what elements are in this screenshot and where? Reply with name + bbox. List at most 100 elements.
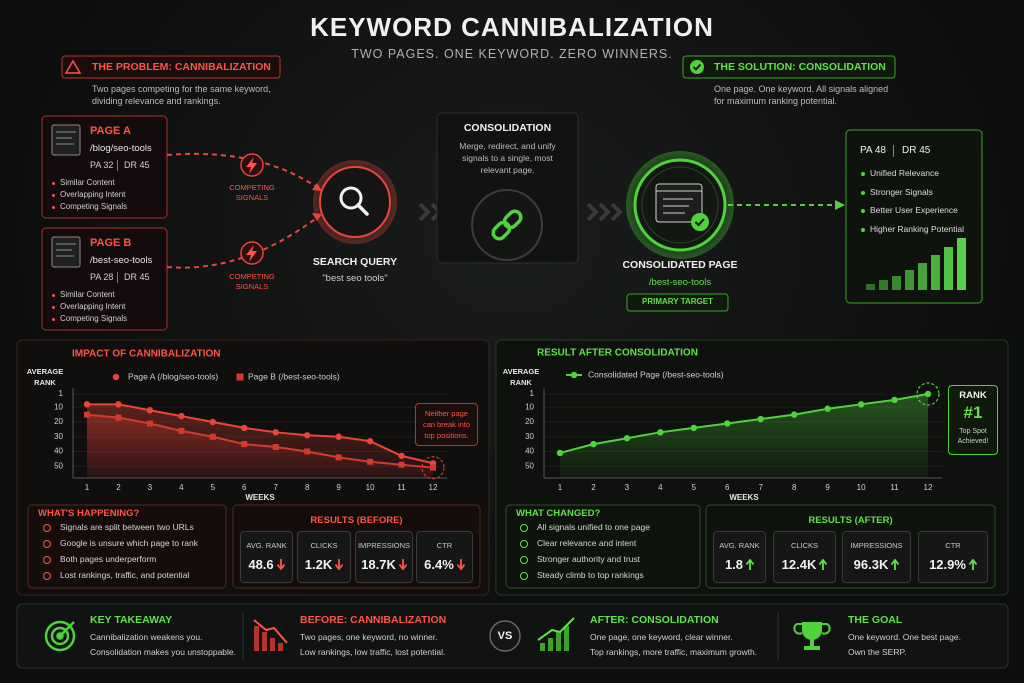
- footer-line: Two pages, one keyword, no winner.: [300, 632, 438, 642]
- y-tick-label: 1: [59, 389, 64, 398]
- section-title: WHAT CHANGED?: [516, 508, 601, 519]
- x-axis-label: WEEKS: [729, 493, 759, 502]
- rank-badge: [948, 385, 998, 455]
- legend-marker: [112, 373, 120, 381]
- search-icon: [356, 203, 369, 216]
- series-line: [87, 403, 434, 465]
- x-tick-label: 3: [148, 483, 153, 492]
- arrow-shape: [335, 559, 344, 570]
- footer-title: BEFORE: CANNIBALIZATION: [300, 614, 447, 626]
- lightning-icon: [240, 153, 264, 265]
- consolidation-description: Merge, redirect, and unify signals to a …: [459, 141, 556, 175]
- y-tick-label: 40: [54, 447, 63, 456]
- result-bullet: Unified Relevance: [870, 168, 939, 178]
- bullet-dot: [861, 172, 865, 176]
- badge-box: [626, 293, 729, 312]
- item-icon: [43, 572, 51, 580]
- result-bullet: Higher Ranking Potential: [870, 223, 965, 234]
- vs-circle: [489, 620, 521, 652]
- check-mark: [692, 63, 702, 71]
- metric-card: CLICKS 1.2K: [297, 531, 351, 583]
- result-pa: PA 48: [860, 145, 886, 156]
- point: [556, 449, 564, 457]
- down-arrow: [335, 559, 344, 570]
- metric-label: CLICKS: [310, 541, 338, 550]
- consolidated-title: CONSOLIDATED PAGE: [622, 259, 738, 271]
- link-icon: [491, 209, 523, 241]
- sub-panel: [27, 504, 227, 589]
- solution-label: THE SOLUTION: CONSOLIDATION: [714, 61, 886, 73]
- bullet-dot: [52, 294, 55, 297]
- page-bullet: Overlapping Intent: [60, 302, 126, 311]
- chart-annotation: Neither page can break into top position…: [415, 403, 478, 446]
- chart-title: RESULT AFTER CONSOLIDATION: [537, 348, 698, 359]
- list-item: Signals are split between two URLs: [60, 522, 194, 532]
- y-tick-label: 10: [525, 402, 534, 411]
- arrow-shape: [398, 559, 407, 570]
- footer-line: Low rankings, low traffic, lost potentia…: [300, 647, 446, 657]
- problem-label: THE PROBLEM: CANNIBALIZATION: [92, 61, 271, 73]
- metric-label: CTR: [436, 541, 453, 550]
- x-tick-label: 8: [792, 483, 797, 492]
- metric-row: 12.9%: [919, 557, 987, 572]
- arrow-shape: [968, 559, 977, 570]
- point: [178, 427, 185, 434]
- metric-card: IMPRESSIONS 96.3K: [842, 531, 911, 583]
- y-tick-label: 30: [525, 432, 534, 441]
- highlight-ring: [916, 382, 940, 406]
- vs-label: VS: [497, 630, 513, 642]
- bullet-dot: [52, 306, 55, 309]
- metric-value: 6.4%: [424, 557, 454, 572]
- metric-row: 1.8: [714, 557, 765, 572]
- item-icon: [43, 556, 51, 564]
- bullet-dot: [861, 209, 865, 213]
- point: [303, 432, 311, 439]
- x-tick-label: 8: [305, 483, 310, 492]
- point: [590, 440, 597, 448]
- point: [757, 415, 764, 423]
- search-icon: [339, 186, 363, 210]
- metric-card: CTR 6.4%: [416, 531, 473, 583]
- metric-label: CTR: [945, 541, 961, 550]
- x-tick-label: 6: [725, 483, 730, 492]
- y-axis-label: AVERAGE RANK: [502, 367, 540, 387]
- title: KEYWORD CANNIBALIZATION: [310, 12, 714, 42]
- metric-card: AVG. RANK 1.8: [713, 531, 766, 583]
- check-mark: [694, 218, 705, 227]
- legend-marker: [236, 373, 244, 381]
- bullet-dot: [52, 206, 55, 209]
- list-item: Both pages underperform: [60, 554, 157, 564]
- page-bullet: Overlapping Intent: [60, 190, 126, 199]
- item-icon: [520, 524, 528, 532]
- bullet-dot: [52, 318, 55, 321]
- x-tick-label: 12: [924, 483, 933, 492]
- list-item: Stronger authority and trust: [537, 554, 641, 564]
- footer-line: Cannibalization weakens you.: [90, 632, 203, 642]
- search-label: SEARCH QUERY: [312, 256, 398, 268]
- point: [146, 407, 154, 414]
- metric-label: AVG. RANK: [246, 541, 287, 550]
- bullet-dot: [52, 182, 55, 185]
- item-icon: [520, 540, 528, 548]
- x-tick-label: 11: [890, 483, 899, 492]
- x-tick-label: 5: [692, 483, 697, 492]
- x-tick-label: 10: [366, 483, 375, 492]
- point: [367, 458, 374, 465]
- page-dr: DR 45: [124, 160, 150, 170]
- x-tick-label: 7: [274, 483, 279, 492]
- search-circle: [319, 166, 391, 238]
- point: [891, 396, 898, 404]
- separator: [117, 272, 118, 283]
- arrow-shape: [276, 559, 285, 570]
- footer-line: One keyword. One best page.: [848, 632, 961, 642]
- arrow-shape: [746, 559, 755, 570]
- page-dr: DR 45: [124, 272, 150, 282]
- consolidated-ring: [641, 166, 719, 244]
- rank-badge-text: Top Spot Achieved!: [957, 428, 989, 445]
- metric-label: CLICKS: [790, 541, 819, 550]
- subtitle: TWO PAGES. ONE KEYWORD. ZERO WINNERS.: [351, 47, 673, 61]
- y-tick-label: 50: [525, 461, 534, 470]
- x-tick-label: 4: [658, 483, 663, 492]
- solution-box: [682, 55, 896, 79]
- metric-row: 1.2K: [298, 557, 350, 572]
